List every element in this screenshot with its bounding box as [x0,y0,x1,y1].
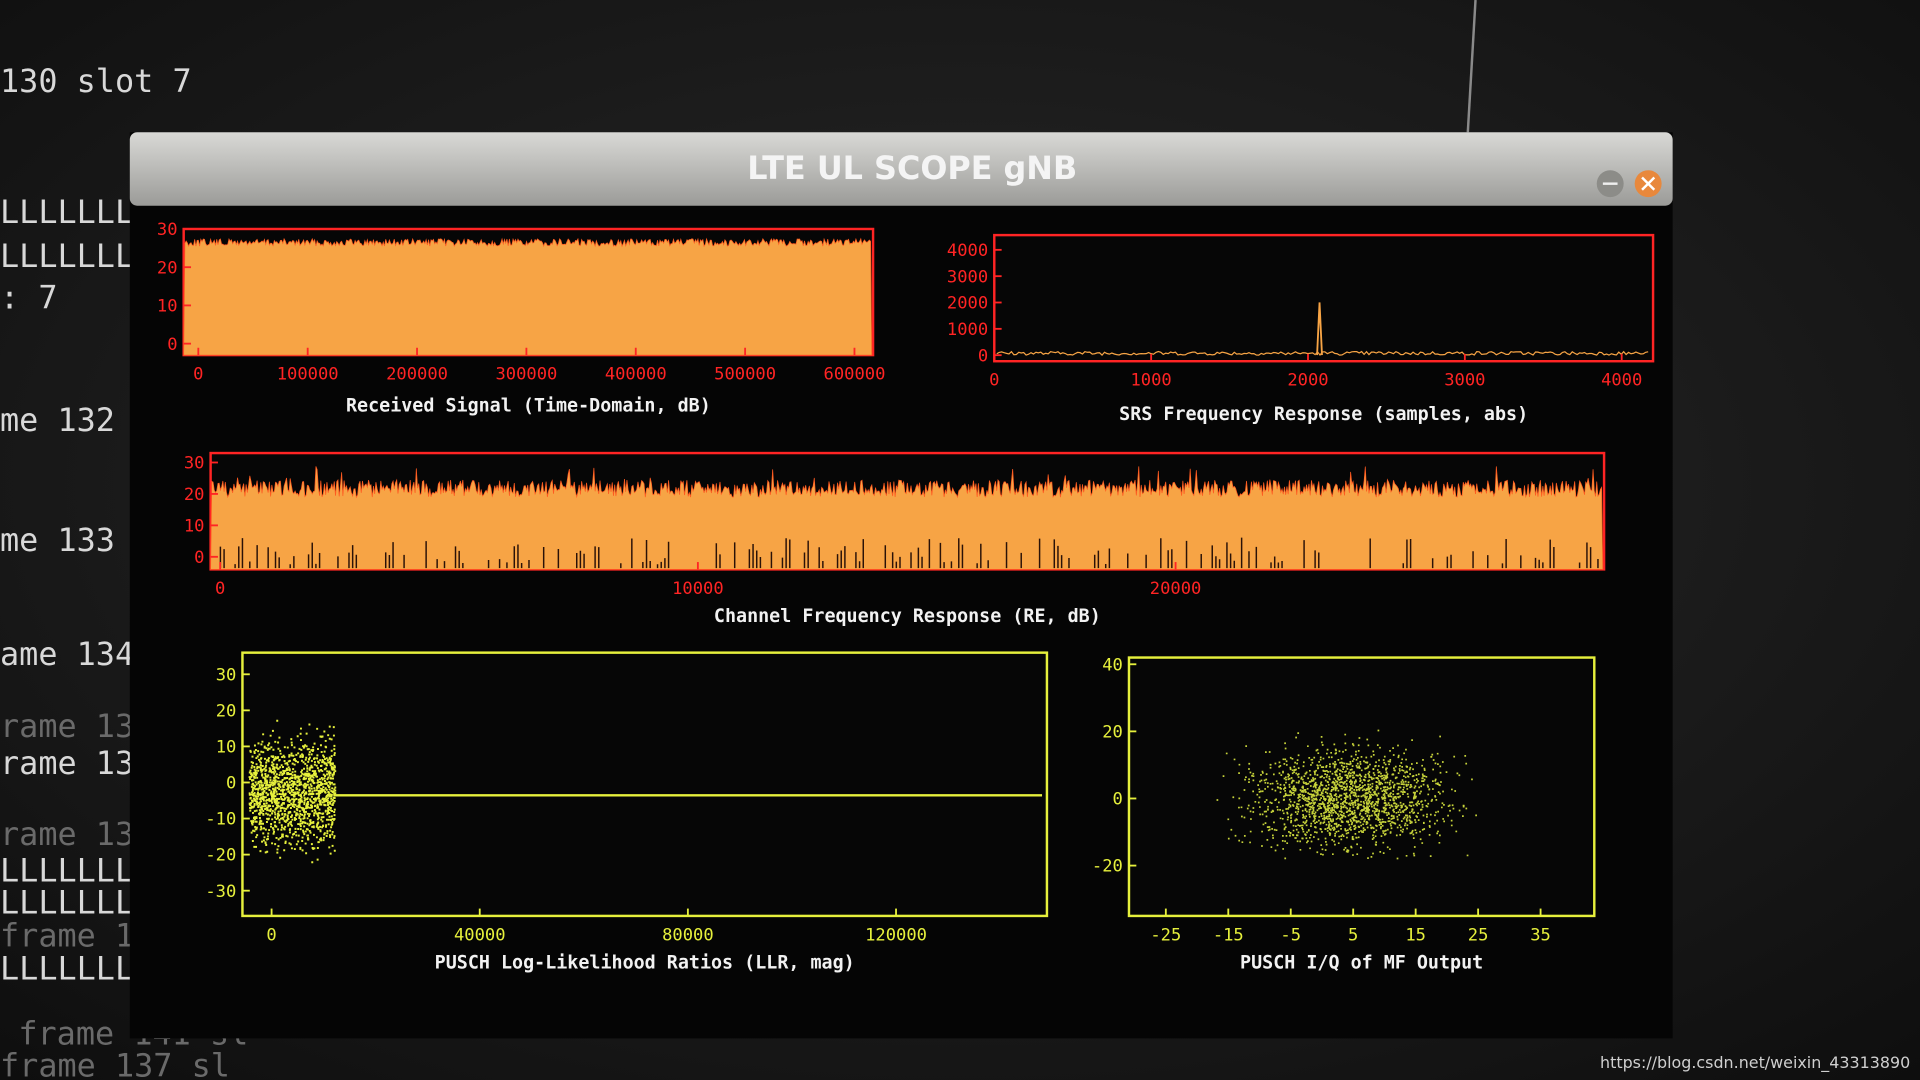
y-tick-label: 0 [167,335,177,355]
x-tick-label: 500000 [714,365,776,385]
plot: -20 0 20 40 -25 -15 -5 5 15 25 35 PUSCH I/Q of MF O… [1092,655,1596,974]
plot: 0 1000 2000 3000 4000 0 1000 2000 3000 4000 SRS Fr… [947,233,1655,425]
title-bar [129,132,1673,206]
x-tick-label: 0 [266,925,276,945]
plot-title: Channel Frequency Response (RE, dB) [714,606,1101,627]
y-tick-label: 4000 [947,241,988,261]
x-tick-label: 120000 [865,925,927,945]
y-tick-label: 40 [1102,655,1123,675]
x-tick-label: 35 [1530,925,1551,945]
terminal-line: LLLLLLL [0,193,134,231]
y-tick-label: 0 [226,774,236,794]
x-tick-label: 10000 [672,579,724,599]
y-tick-label: 20 [157,258,178,278]
x-tick-label: 2000 [1287,371,1328,391]
x-tick-label: 200000 [386,365,448,385]
x-tick-label: 600000 [824,365,886,385]
llr-points [248,719,337,864]
iq-points [1216,729,1477,860]
x-tick-label: 80000 [662,925,714,945]
y-tick-label: 10 [157,297,178,317]
x-tick-label: 0 [989,371,999,391]
y-tick-label: 0 [1113,790,1123,810]
x-tick-label: -25 [1150,925,1181,945]
x-tick-label: 4000 [1601,371,1642,391]
plot-title: PUSCH I/Q of MF Output [1240,953,1483,974]
plot-title: Received Signal (Time-Domain, dB) [346,395,711,416]
signal-dips [219,537,1599,569]
x-tick-label: 400000 [605,365,667,385]
y-tick-label: -10 [205,810,236,830]
y-tick-label: 10 [184,516,205,536]
y-tick-label: 0 [194,548,204,568]
srs-spike [1316,302,1323,356]
y-tick-label: 20 [184,485,205,505]
y-tick-label: 2000 [947,294,988,314]
terminal-line: : 7 [0,279,58,317]
y-tick-label: 30 [184,454,205,474]
x-tick-label: 1000 [1131,371,1172,391]
watermark: https://blog.csdn.net/weixin_43313890 [1600,1053,1910,1073]
x-tick-label: 40000 [454,925,506,945]
plot: 0 10 20 30 0 100000 200000 300000 400000 500000 60… [157,220,885,416]
x-tick-label: 15 [1405,925,1426,945]
terminal-divider [1465,0,1477,148]
x-tick-label: 25 [1468,925,1489,945]
y-tick-label: -30 [205,882,236,902]
plot-title: SRS Frequency Response (samples, abs) [1119,404,1528,425]
close-icon [1641,176,1656,191]
signal-trace [183,237,873,356]
plot-area [993,233,1655,363]
terminal-line: 130 slot 7 [0,62,192,100]
x-tick-label: 3000 [1444,371,1485,391]
y-tick-label: -20 [1092,857,1123,877]
plot: 0 10 20 30 0 10000 20000 Channel Frequency Resp… [184,451,1606,627]
terminal-line: LLLLLLL [0,237,134,275]
y-tick-label: -20 [205,846,236,866]
x-tick-label: 5 [1348,925,1358,945]
x-tick-label: 100000 [277,365,339,385]
signal-trace [210,466,1604,570]
y-tick-label: 30 [157,220,178,240]
plot: -30 -20 -10 0 10 20 30 0 40000 80000 120000 PUSCH L… [205,651,1049,974]
plot-title: PUSCH Log-Likelihood Ratios (LLR, mag) [435,953,855,974]
x-tick-label: 20000 [1150,579,1202,599]
y-tick-label: 20 [216,701,237,721]
x-tick-label: -5 [1280,925,1301,945]
x-tick-label: -15 [1213,925,1244,945]
x-tick-label: 0 [193,365,203,385]
x-tick-label: 300000 [495,365,557,385]
y-tick-label: 3000 [947,267,988,287]
y-tick-label: 1000 [947,320,988,340]
x-tick-label: 0 [215,579,225,599]
y-tick-label: 10 [216,738,237,758]
y-tick-label: 0 [978,346,988,366]
terminal-line: frame 137 sl [0,1046,230,1080]
window-title: LTE UL SCOPE gNB [747,149,1077,187]
y-tick-label: 20 [1102,722,1123,742]
plot-area [241,651,1049,918]
y-tick-label: 30 [216,665,237,685]
